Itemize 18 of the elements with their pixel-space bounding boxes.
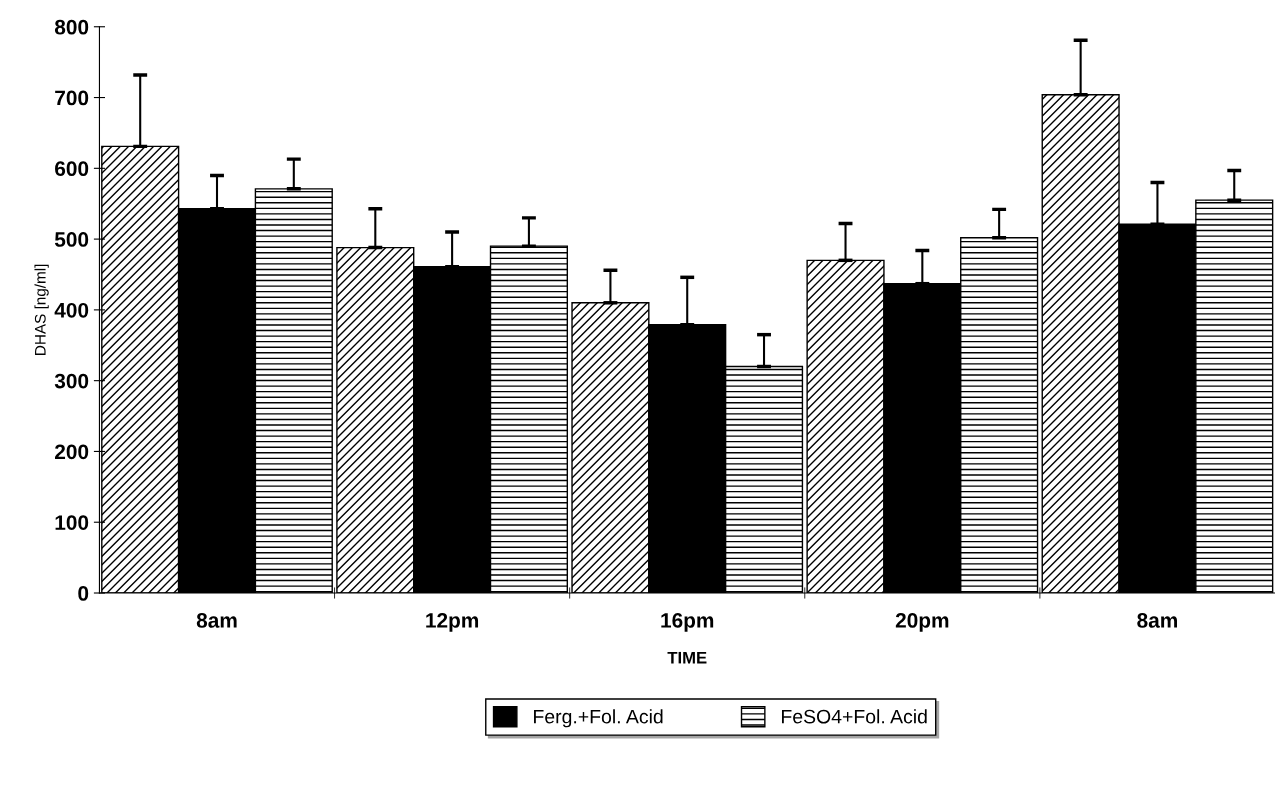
x-tick-label: 12pm (426, 613, 479, 632)
y-tick-label: 700 (55, 90, 89, 106)
y-tick-label: 300 (54, 373, 89, 389)
y-tick-label: 600 (55, 161, 89, 177)
legend-label: FeSO4+Fol. Acid (782, 709, 927, 724)
y-tick-label: 100 (55, 515, 89, 530)
y-tick-label: 200 (55, 444, 89, 460)
y-tick-label: 0 (78, 586, 89, 601)
x-tick-label: 8am (196, 613, 237, 628)
y-tick-label: 800 (54, 19, 89, 35)
x-axis-title: TIME (667, 651, 707, 664)
legend-label: Ferg.+Fol. Acid (534, 709, 663, 728)
x-tick-label: 20pm (895, 613, 949, 632)
y-tick-label: 400 (54, 302, 89, 318)
x-tick-label: 16pm (661, 613, 714, 632)
y-axis-title: DHAS [ng/ml] (34, 264, 49, 355)
y-tick-label: 500 (54, 232, 89, 247)
x-tick-label: 8am (1137, 613, 1177, 628)
